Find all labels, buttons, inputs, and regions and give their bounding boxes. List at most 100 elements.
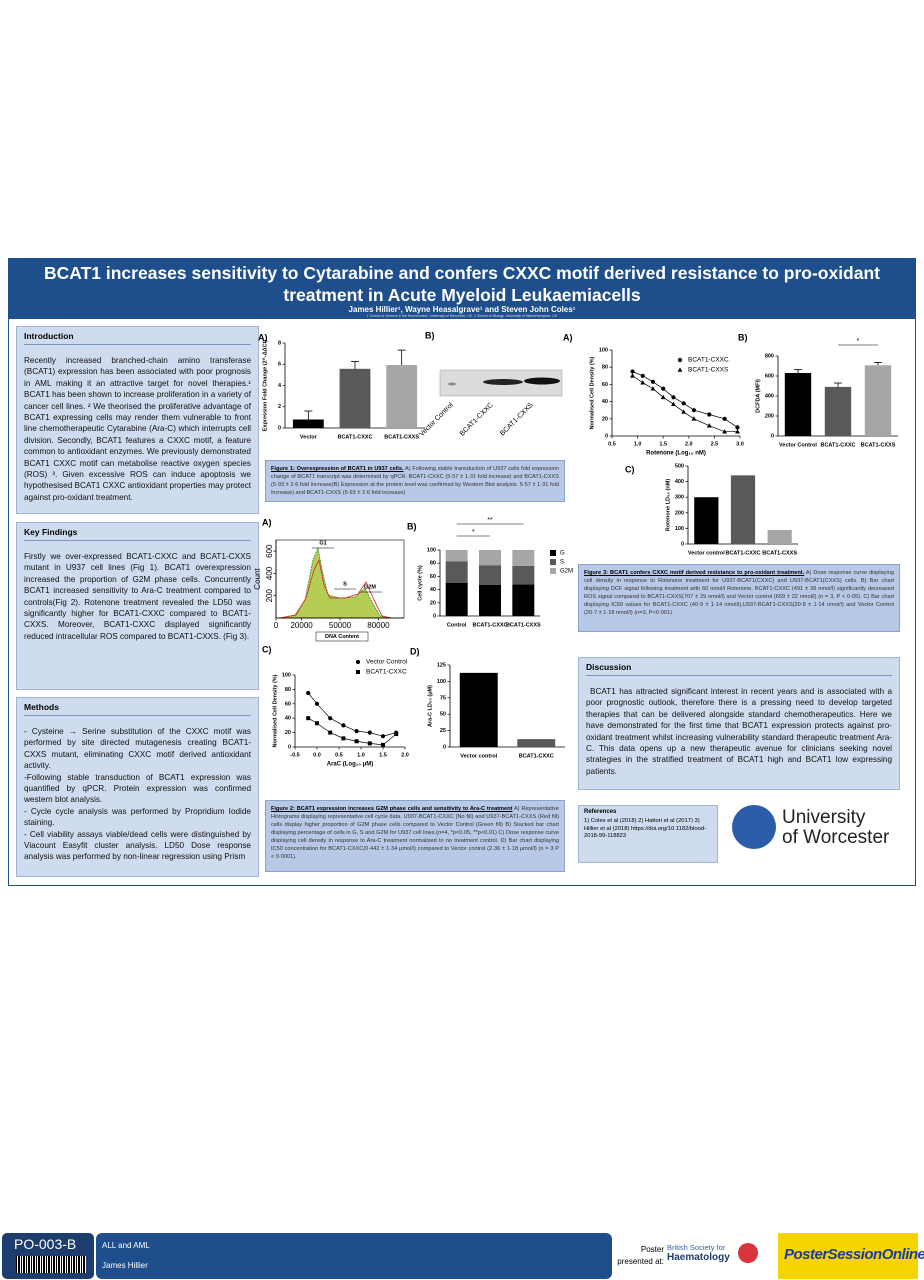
- y-tick-label: 20: [285, 730, 291, 736]
- point: [328, 730, 333, 735]
- x-tick-label: -0.5: [290, 752, 299, 758]
- y-tick-label: 100: [427, 547, 436, 553]
- y-tick-label: 0: [681, 541, 684, 547]
- footer-bar: ALL and AML James Hillier: [96, 1233, 612, 1279]
- caption-text: A) Dose response curve displaying cell d…: [584, 570, 894, 616]
- y-tick-label: 200: [265, 588, 274, 602]
- bar-segment: [445, 561, 468, 583]
- society-line2: Haematology: [667, 1252, 730, 1263]
- panel-label: A): [262, 517, 272, 527]
- x-tick-label: 2.0: [401, 752, 409, 758]
- presented-at: Poster presented at:: [617, 1245, 664, 1266]
- title-bar: BCAT1 increases sensitivity to Cytarabin…: [9, 259, 915, 319]
- gate-label: G1: [319, 540, 326, 546]
- x-tick-label: 1.0: [357, 752, 365, 758]
- x-axis-label: DNA Content: [325, 634, 359, 640]
- society-line1: British Society for: [667, 1243, 726, 1252]
- x-tick-label: Vector control: [460, 753, 497, 759]
- y-tick-label: 600: [265, 544, 274, 558]
- y-tick-label: 100: [599, 347, 608, 353]
- bar: [292, 419, 324, 428]
- blot-label: Vector Control: [418, 401, 455, 438]
- y-tick-label: 125: [437, 662, 446, 668]
- series-line: [632, 371, 738, 428]
- point: [306, 690, 311, 696]
- caption-text: A) Representative Histograms displaying …: [271, 806, 559, 860]
- item: - Cysteine → Serine substitution of the …: [24, 727, 251, 771]
- y-tick-label: 400: [675, 479, 684, 485]
- y-tick-label: 75: [440, 695, 446, 701]
- bar-segment: [445, 583, 468, 616]
- x-tick-label: 0.5: [608, 441, 616, 447]
- x-tick-label: Vector Control: [779, 442, 817, 448]
- point: [691, 416, 697, 421]
- point: [381, 742, 385, 747]
- point: [315, 721, 319, 726]
- point: [650, 379, 656, 384]
- caption-title: Figure 3: BCAT1 confers CXXC motif deriv…: [584, 570, 805, 576]
- y-tick-label: 80: [602, 365, 608, 371]
- y-tick-label: 40: [285, 716, 291, 722]
- legend-marker: [356, 670, 360, 674]
- barcode: [16, 1256, 86, 1273]
- text: BCAT1 has attracted significant interest…: [586, 687, 892, 776]
- x-tick-label: 2.5: [711, 441, 719, 447]
- x-tick-label: BCAT1-CXXC: [820, 442, 855, 448]
- gate-label: G2M: [364, 584, 376, 590]
- bar: [517, 739, 556, 747]
- y-tick-label: 0: [443, 744, 446, 750]
- y-tick-label: 60: [602, 382, 608, 388]
- heading: Introduction: [24, 331, 251, 345]
- legend-marker: [677, 367, 683, 372]
- panel-label: A): [258, 332, 268, 342]
- brand-box: PosterSessionOnline: [778, 1233, 924, 1279]
- series-line: [307, 692, 397, 737]
- y-axis-label: Ara-C LD₅₀ (μM): [427, 685, 433, 727]
- poster-frame: [8, 258, 916, 886]
- bar: [824, 386, 852, 436]
- text: Firstly we over-expressed BCAT1-CXXC and…: [24, 552, 251, 641]
- introduction: Introduction Recently increased branched…: [16, 326, 259, 514]
- y-axis-label: Count: [253, 568, 262, 590]
- point: [706, 423, 712, 428]
- y-tick-label: 0: [605, 433, 608, 439]
- y-tick-label: 20: [430, 600, 436, 606]
- point: [341, 723, 346, 728]
- y-tick-label: 0: [288, 744, 291, 750]
- y-tick-label: 8: [278, 340, 281, 346]
- point: [341, 736, 346, 741]
- legend-swatch: [550, 559, 556, 565]
- heading: Discussion: [586, 662, 892, 676]
- point: [640, 380, 646, 385]
- x-tick-label: BCAT1-CXXS: [384, 434, 419, 440]
- x-tick-label: 0: [274, 621, 279, 630]
- y-tick-label: 0: [278, 425, 281, 431]
- y-tick-label: 2: [278, 404, 281, 410]
- figure2-caption: Figure 2: BCAT1 expression increases G2M…: [265, 800, 565, 872]
- y-tick-label: 300: [675, 495, 684, 501]
- bar-segment: [512, 550, 535, 566]
- x-tick-label: 80000: [367, 621, 390, 630]
- point: [722, 416, 727, 421]
- panel-label: D): [410, 646, 420, 656]
- x-tick-label: 1.0: [634, 441, 642, 447]
- histogram-curves: [279, 546, 392, 619]
- caption-text: A) Following stable transduction of U937…: [271, 466, 559, 496]
- references: References 1) Coles et al (2018) 2) Hatt…: [578, 805, 718, 863]
- bar: [339, 368, 371, 428]
- blot-band: [448, 382, 456, 386]
- bar: [730, 475, 756, 544]
- point: [707, 412, 712, 417]
- title: BCAT1 increases sensitivity to Cytarabin…: [43, 263, 880, 305]
- significance-label: **: [487, 517, 493, 524]
- point: [722, 429, 728, 434]
- y-tick-label: 6: [278, 362, 281, 368]
- point: [630, 373, 635, 378]
- key-findings: Key Findings Firstly we over-expressed B…: [16, 522, 259, 690]
- y-tick-label: 20: [602, 416, 608, 422]
- y-tick-label: 0: [433, 613, 436, 619]
- y-tick-label: 60: [285, 701, 291, 707]
- point: [650, 386, 656, 391]
- x-axis-label: Rotenone (Log₁₀ nM): [646, 451, 706, 457]
